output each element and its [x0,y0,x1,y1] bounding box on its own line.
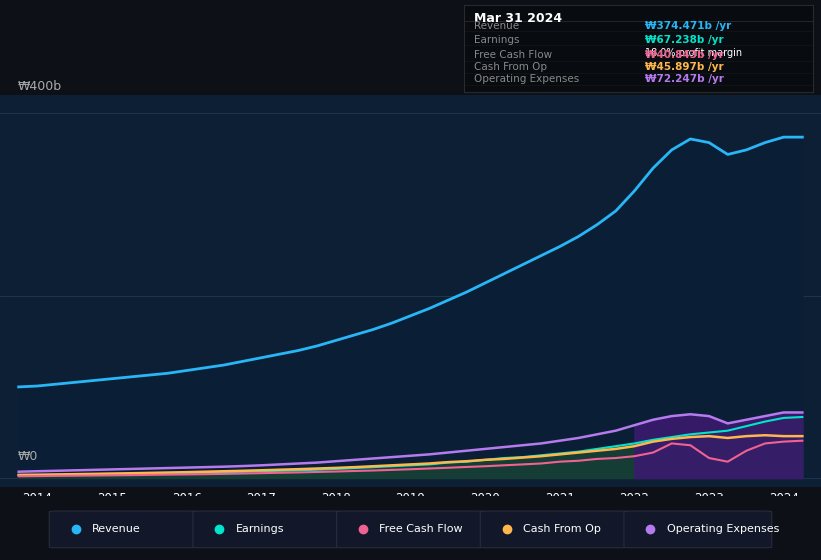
Text: Revenue: Revenue [92,524,140,534]
Text: Free Cash Flow: Free Cash Flow [475,50,553,60]
Text: Free Cash Flow: Free Cash Flow [379,524,463,534]
Text: Mar 31 2024: Mar 31 2024 [475,12,562,25]
Text: Cash From Op: Cash From Op [475,62,548,72]
Text: ₩72.247b /yr: ₩72.247b /yr [645,74,724,85]
FancyBboxPatch shape [49,511,197,548]
FancyBboxPatch shape [624,511,772,548]
Text: Earnings: Earnings [236,524,284,534]
Text: ₩0: ₩0 [18,450,39,463]
Text: ₩374.471b /yr: ₩374.471b /yr [645,21,732,31]
Text: Revenue: Revenue [475,21,520,31]
Text: Operating Expenses: Operating Expenses [475,74,580,85]
Text: Cash From Op: Cash From Op [523,524,601,534]
Text: ₩400b: ₩400b [18,80,62,94]
Text: Operating Expenses: Operating Expenses [667,524,779,534]
FancyBboxPatch shape [337,511,484,548]
Text: 18.0% profit margin: 18.0% profit margin [645,49,742,58]
Text: ₩40.843b /yr: ₩40.843b /yr [645,50,724,60]
Text: ₩67.238b /yr: ₩67.238b /yr [645,35,724,45]
Text: ₩45.897b /yr: ₩45.897b /yr [645,62,724,72]
Text: Earnings: Earnings [475,35,520,45]
FancyBboxPatch shape [193,511,341,548]
FancyBboxPatch shape [480,511,628,548]
